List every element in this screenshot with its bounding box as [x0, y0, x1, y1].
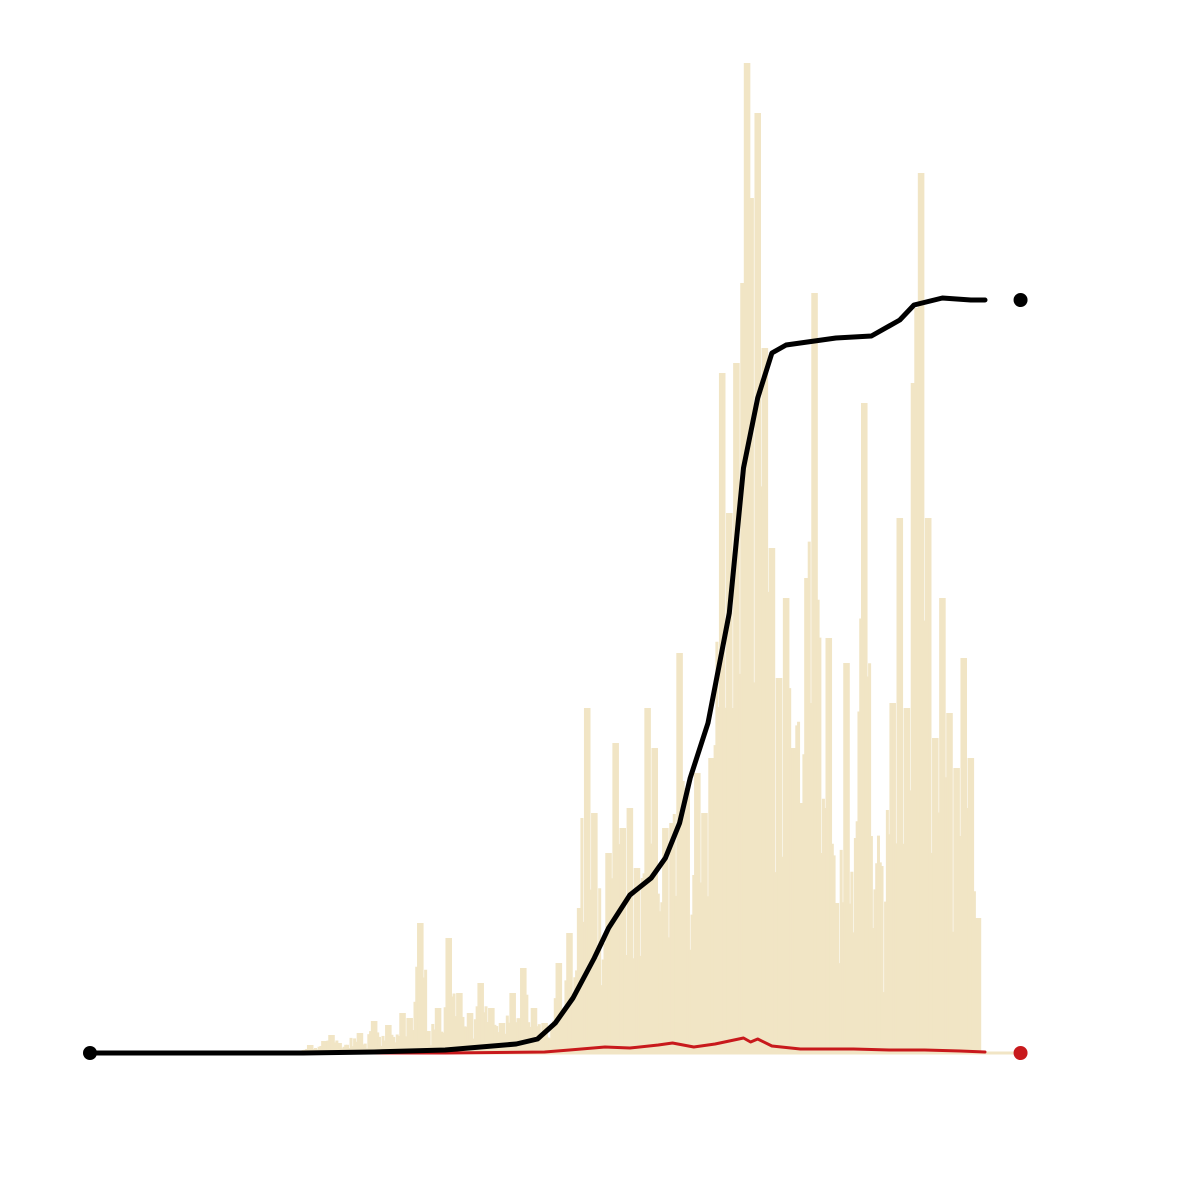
- endpoint-marker: [1013, 1046, 1028, 1060]
- cumulative-line: [87, 295, 988, 1056]
- endpoint-marker: [1013, 293, 1028, 307]
- lines-layer: [87, 295, 988, 1056]
- secondary-line: [88, 1036, 987, 1055]
- bars-layer: [301, 63, 1021, 1055]
- markers-layer: [83, 293, 1028, 1060]
- endpoint-marker: [83, 1046, 97, 1060]
